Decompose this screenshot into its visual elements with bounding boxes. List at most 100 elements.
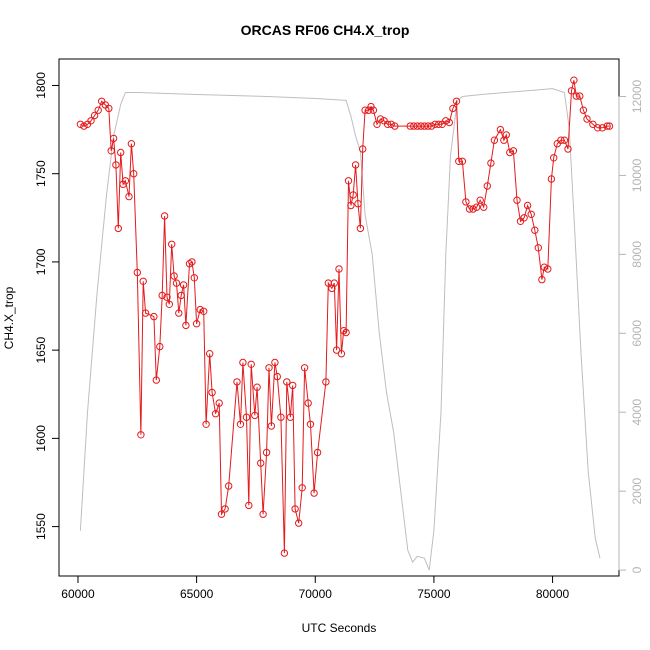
ch4-data-point bbox=[117, 148, 125, 157]
ch4-data-point bbox=[373, 120, 381, 129]
x-axis: 60000 65000 70000 75000 80000 bbox=[61, 576, 570, 601]
ch4-data-point bbox=[127, 140, 136, 148]
ch4-data-point bbox=[233, 378, 241, 386]
ch4-data-point bbox=[158, 291, 166, 300]
ch4-data-point bbox=[239, 358, 247, 367]
ch4-data-point bbox=[152, 376, 161, 384]
y-tick-label: 1700 bbox=[34, 248, 48, 275]
ch4-data-point bbox=[137, 431, 145, 439]
ch4-data-point bbox=[125, 192, 133, 201]
ch4-data-point bbox=[465, 205, 474, 213]
ch4-data-point bbox=[300, 364, 309, 372]
ch4-data-point bbox=[496, 125, 505, 134]
y2-tick-label: 2000 bbox=[630, 477, 644, 504]
ch4-data-point bbox=[251, 411, 259, 420]
ch4-data-point bbox=[259, 510, 267, 518]
ch4-data-point bbox=[133, 268, 142, 277]
ch4-data-point bbox=[165, 300, 174, 308]
ch4-data-point bbox=[265, 364, 273, 372]
ch4-data-point bbox=[490, 136, 499, 144]
ch4-data-point bbox=[335, 265, 343, 273]
ch4-data-point bbox=[506, 148, 514, 157]
ch4-data-point bbox=[472, 203, 481, 211]
ch4-data-point bbox=[483, 182, 491, 190]
ch4-data-point bbox=[156, 342, 164, 351]
ch4-data-point bbox=[359, 145, 367, 153]
ch4-data-point bbox=[435, 120, 443, 129]
ch4-data-point bbox=[413, 122, 421, 130]
ch4-data-point bbox=[273, 372, 281, 381]
series-layer bbox=[76, 76, 614, 571]
ch4-data-point bbox=[576, 92, 584, 100]
ch4-data-point bbox=[560, 136, 569, 144]
ch4-data-point bbox=[225, 482, 233, 490]
ch4-data-point bbox=[211, 410, 220, 418]
ch4-data-point bbox=[406, 122, 414, 130]
y2-tick-label: 8000 bbox=[630, 241, 644, 268]
ch4-data-point bbox=[139, 277, 147, 285]
ch4-data-point bbox=[109, 134, 118, 143]
ch4-data-point bbox=[80, 122, 88, 130]
altitude-series-line bbox=[79, 88, 601, 571]
ch4-data-point bbox=[304, 399, 312, 407]
ch4-data-point bbox=[344, 177, 353, 185]
ch4-data-point bbox=[286, 413, 295, 421]
ch4-data-point bbox=[410, 122, 418, 130]
ch4-data-point bbox=[289, 381, 297, 390]
ch4-data-point bbox=[87, 117, 95, 125]
ch4-data-point bbox=[579, 106, 588, 114]
ch4-data-point bbox=[196, 305, 204, 314]
ch4-data-point bbox=[557, 136, 565, 144]
ch4-data-point bbox=[513, 196, 521, 204]
ch4-data-point bbox=[603, 122, 611, 130]
ch4-data-point bbox=[242, 413, 251, 421]
y-axis-label: CH4.X_trop bbox=[2, 286, 16, 349]
ch4-data-point bbox=[185, 260, 194, 268]
ch4-data-point bbox=[564, 145, 572, 153]
ch4-data-point bbox=[354, 200, 362, 208]
ch4-data-point bbox=[277, 413, 285, 421]
ch4-data-point bbox=[182, 321, 190, 330]
ch4-data-point bbox=[520, 214, 528, 222]
ch4-data-point bbox=[572, 92, 580, 100]
ch4-data-point bbox=[369, 106, 378, 114]
ch4-data-point bbox=[567, 87, 576, 95]
ch4-data-point bbox=[469, 205, 477, 213]
ch4-data-point bbox=[598, 124, 607, 132]
ch4-data-point bbox=[202, 420, 210, 428]
ch4-data-point bbox=[480, 203, 488, 211]
ch4-data-point bbox=[547, 175, 556, 183]
ch4-data-point bbox=[206, 350, 214, 358]
ch4-data-point bbox=[417, 122, 425, 130]
ch4-data-point bbox=[179, 281, 188, 289]
ch4-data-point bbox=[383, 120, 392, 129]
ch4-data-point bbox=[253, 383, 261, 391]
ch4-data-point bbox=[462, 198, 470, 206]
ch4-data-point bbox=[114, 224, 123, 233]
ch4-data-point bbox=[391, 122, 399, 130]
ch4-data-point bbox=[534, 244, 542, 252]
ch4-data-point bbox=[200, 307, 208, 315]
ch4-data-point bbox=[487, 159, 495, 167]
ch4-data-point bbox=[313, 448, 322, 457]
ch4-data-point bbox=[509, 147, 518, 155]
ch4-data-point bbox=[215, 399, 223, 407]
ch4-data-point bbox=[170, 272, 178, 280]
ch4-data-point bbox=[332, 346, 341, 354]
ch4-data-point bbox=[452, 97, 461, 106]
ch4-data-point bbox=[262, 448, 271, 457]
y-axis-right: 0 2000 4000 6000 8000 10000 12000 bbox=[618, 79, 644, 573]
y-tick-label: 1650 bbox=[34, 336, 48, 363]
ch4-data-point bbox=[247, 360, 255, 368]
ch4-data-point bbox=[570, 76, 578, 84]
ch4-data-point bbox=[337, 350, 346, 358]
y-tick-label: 1750 bbox=[34, 160, 48, 187]
ch4-data-point bbox=[295, 519, 303, 527]
ch4-data-point bbox=[160, 212, 169, 220]
x-axis-label: UTC Seconds bbox=[302, 621, 377, 635]
y-tick-label: 1550 bbox=[34, 513, 48, 540]
ch4-data-point bbox=[267, 422, 276, 430]
ch4-data-point bbox=[280, 549, 289, 557]
